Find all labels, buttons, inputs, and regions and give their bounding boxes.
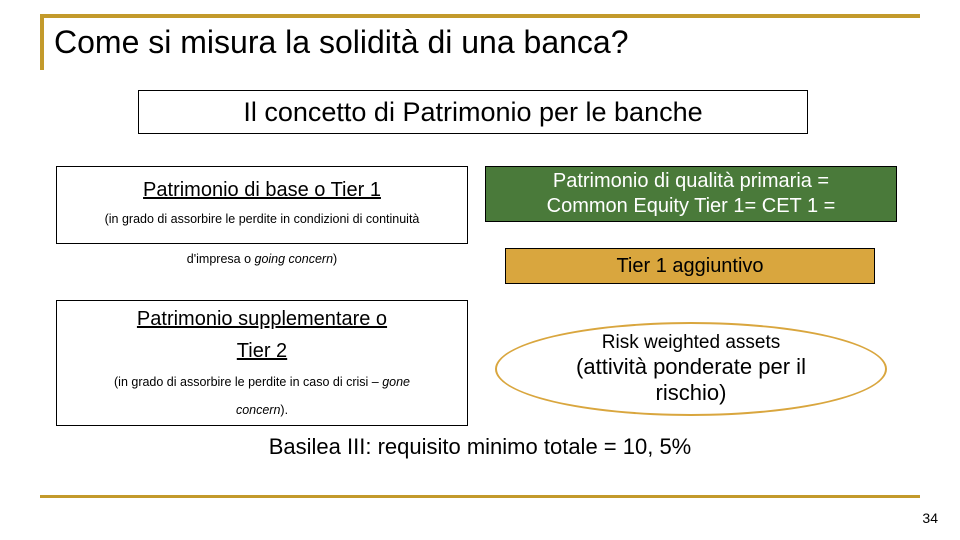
tier1-note: (in grado di assorbire le perdite in con… (105, 208, 420, 232)
subtitle-box: Il concetto di Patrimonio per le banche (138, 90, 808, 134)
tier2-note-pre: (in grado di assorbire le perdite in cas… (114, 375, 382, 389)
cet1-l2: Common Equity Tier 1= CET 1 = (547, 195, 836, 217)
tier2-heading-l2: Tier 2 (237, 335, 287, 367)
slide-title: Come si misura la solidità di una banca? (54, 24, 920, 61)
rwa-title: Risk weighted assets (602, 332, 780, 354)
tier2-heading-l1: Patrimonio supplementare o (137, 303, 387, 335)
tier1-heading: Patrimonio di base o Tier 1 (143, 179, 381, 202)
tier2-note-it: gone (382, 375, 410, 389)
tier1-agg-text: Tier 1 aggiuntivo (616, 255, 763, 278)
subtitle-text: Il concetto di Patrimonio per le banche (243, 97, 702, 128)
tier1-box: Patrimonio di base o Tier 1 (in grado di… (56, 166, 468, 244)
rwa-sub-l2: rischio) (656, 380, 727, 406)
tier2-box: Patrimonio supplementare o Tier 2 (in gr… (56, 300, 468, 426)
title-rule: Come si misura la solidità di una banca? (40, 14, 920, 70)
cet1-box: Patrimonio di qualità primaria = Common … (485, 166, 897, 222)
tier1-going-note: d'impresa o going concern) (56, 252, 468, 266)
tier1-agg-box: Tier 1 aggiuntivo (505, 248, 875, 284)
tier1-going-italic: going concern (255, 252, 334, 266)
tier1-going-pre: d'impresa o (187, 252, 255, 266)
cet1-text: Patrimonio di qualità primaria = Common … (547, 169, 836, 219)
tier2-note: (in grado di assorbire le perdite in cas… (114, 371, 410, 395)
page-number: 34 (922, 510, 938, 526)
footer-text: Basilea III: requisito minimo totale = 1… (0, 434, 960, 460)
tier2-note-l2: concern). (236, 399, 288, 423)
rwa-sub-l1: (attività ponderate per il (576, 354, 806, 380)
bottom-rule (40, 495, 920, 498)
rwa-oval: Risk weighted assets (attività ponderate… (495, 322, 887, 416)
cet1-l1: Patrimonio di qualità primaria = (553, 170, 829, 192)
tier2-note-close: ). (280, 403, 288, 417)
tier1-going-close: ) (333, 252, 337, 266)
tier2-note-l2-it: concern (236, 403, 280, 417)
